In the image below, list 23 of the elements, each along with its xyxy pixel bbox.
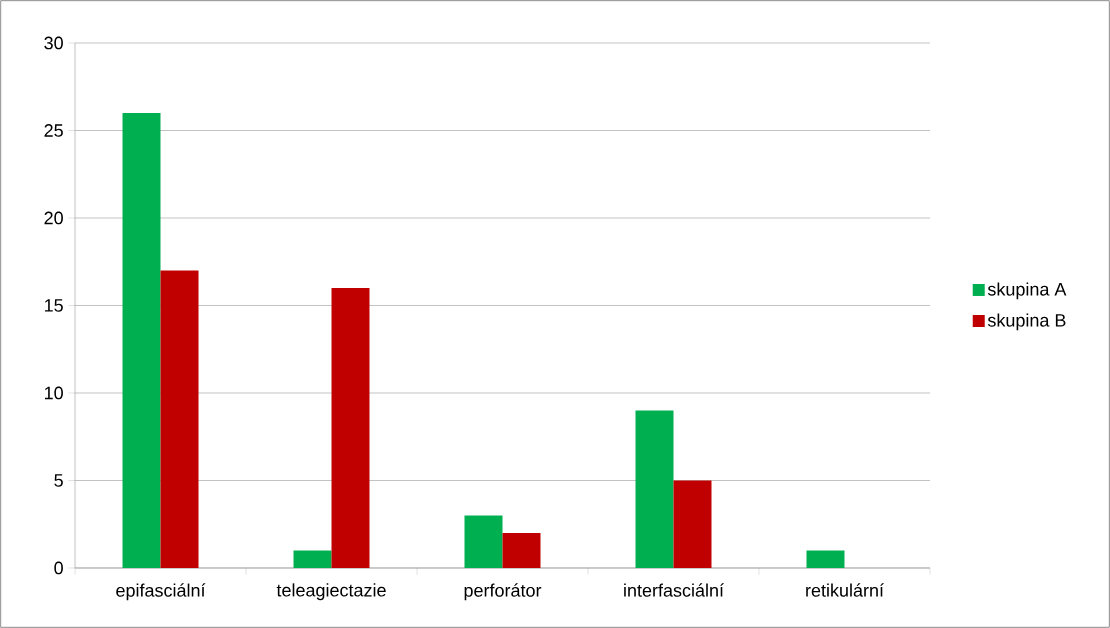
x-tick-label: epifasciální [116, 583, 206, 601]
bar [122, 112, 161, 568]
y-tick-label: 5 [54, 474, 63, 487]
x-tick-label: teleagiectazie [276, 583, 386, 601]
bar [464, 515, 503, 568]
legend-label: skupina A [987, 282, 1067, 300]
x-tick-label: perforátor [464, 583, 542, 601]
bar [331, 287, 370, 568]
legend-label: skupina B [987, 313, 1066, 331]
bar [635, 410, 674, 568]
x-tick-label: retikulární [806, 583, 884, 597]
bar [502, 532, 541, 568]
y-tick-label: 15 [44, 299, 63, 312]
bar [160, 270, 199, 568]
x-tick-label: interfasciální [624, 583, 724, 597]
y-tick-label: 10 [44, 386, 63, 400]
bar [673, 480, 712, 568]
y-tick-label: 30 [44, 36, 63, 50]
y-tick-label: 25 [44, 124, 63, 137]
y-tick-label: 0 [54, 561, 63, 575]
bar [806, 550, 845, 568]
bar [293, 550, 332, 568]
y-tick-label: 20 [44, 211, 63, 225]
